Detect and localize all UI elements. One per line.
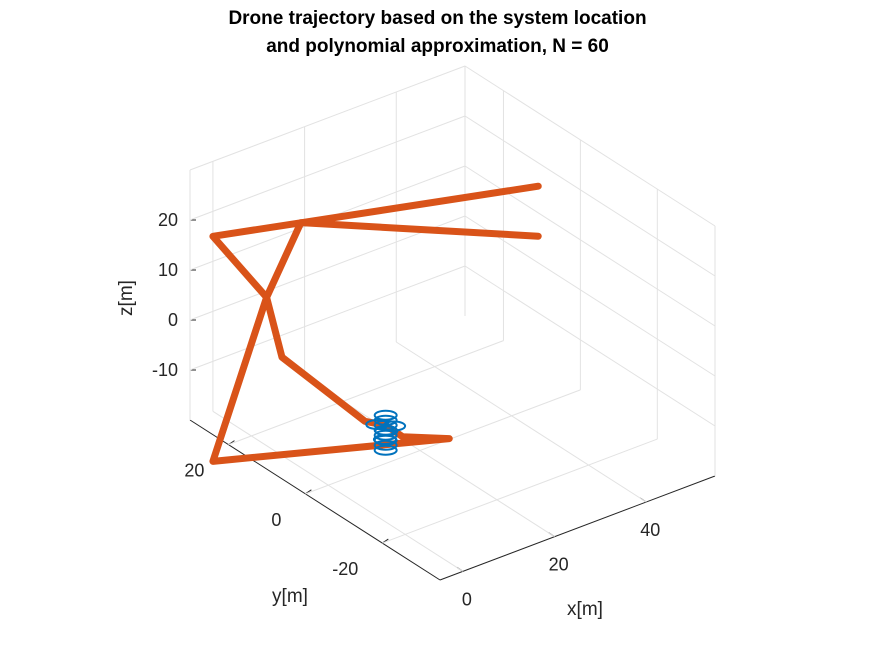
grid-line xyxy=(464,265,716,427)
grid-line xyxy=(464,215,716,377)
y-tick-label: 20 xyxy=(184,461,204,481)
location-marker xyxy=(373,444,398,456)
y-axis-label: y[m] xyxy=(272,586,308,607)
grid-line xyxy=(464,65,716,227)
grid-line xyxy=(212,410,464,572)
grid-line xyxy=(464,115,716,277)
z-tick-label: 20 xyxy=(158,210,178,230)
location-marker xyxy=(373,439,398,451)
z-axis-label: z[m] xyxy=(116,280,137,316)
z-tick-label: -10 xyxy=(152,360,178,380)
grid-line xyxy=(228,340,504,446)
grid-line xyxy=(189,65,466,171)
chart-title-line-1: Drone trajectory based on the system loc… xyxy=(228,8,647,29)
x-tick-label: 20 xyxy=(549,555,569,575)
z-tick-label: 0 xyxy=(168,310,178,330)
y-tick-label: 0 xyxy=(271,510,281,530)
z-tick-label: 10 xyxy=(158,260,178,280)
series-group xyxy=(209,182,542,465)
x-tick-label: 40 xyxy=(640,520,660,540)
grid-line xyxy=(189,215,466,321)
grid-line xyxy=(382,438,658,544)
x-tick-label: 0 xyxy=(462,589,472,609)
chart-title-line-2: and polynomial approximation, N = 60 xyxy=(266,36,609,57)
grid-line xyxy=(395,341,647,503)
x-axis-label: x[m] xyxy=(567,599,603,620)
x-axis-line xyxy=(439,475,716,581)
grid-line xyxy=(189,265,466,371)
y-axis-line xyxy=(189,419,441,581)
tick-labels: 0 20 40 20 0 -20 20 10 0 -10 xyxy=(152,210,660,609)
y-tick-label: -20 xyxy=(332,559,358,579)
grid-line xyxy=(189,115,466,221)
location-marker xyxy=(372,433,397,445)
